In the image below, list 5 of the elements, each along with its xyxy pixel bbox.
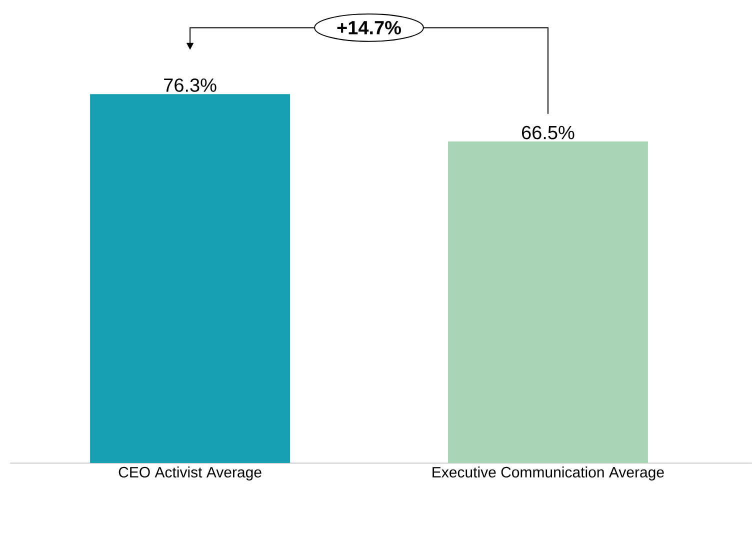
x-tick-label: Executive Communication Average xyxy=(432,466,664,480)
text: +14.7% xyxy=(337,21,401,34)
data-label: 66.5% xyxy=(522,126,574,140)
data-label: 76.3% xyxy=(164,78,216,92)
x-tick-label: CEO Activist Average xyxy=(118,466,262,480)
